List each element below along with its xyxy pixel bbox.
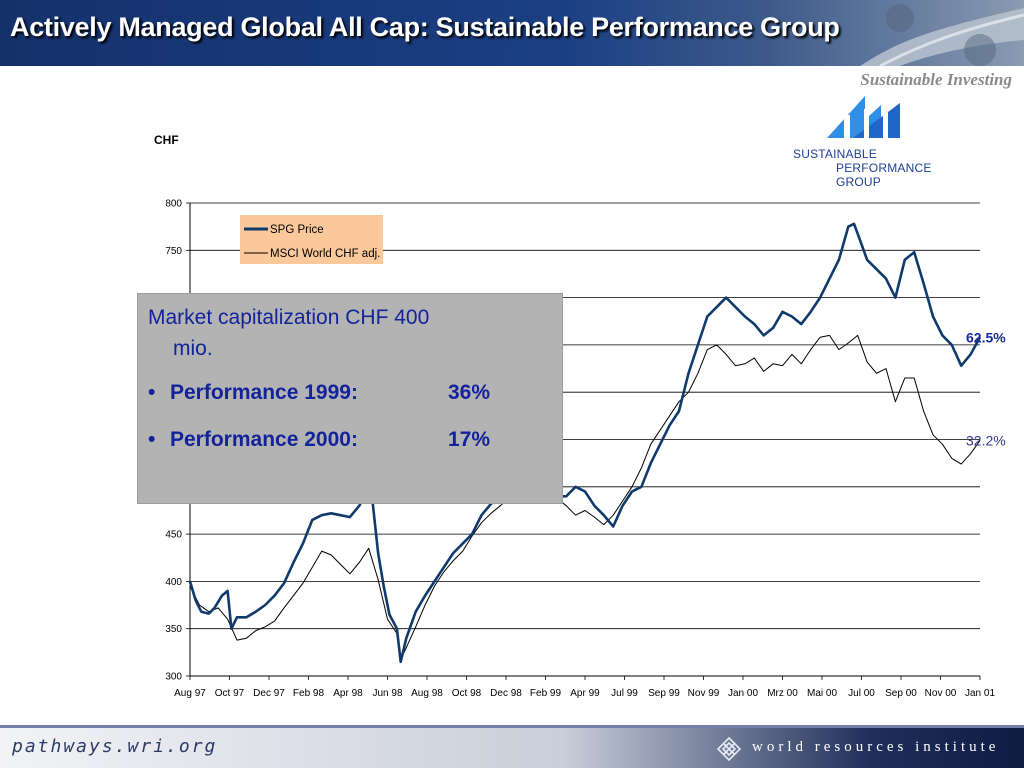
market-cap-line1: Market capitalization CHF 400: [148, 306, 430, 329]
bullet: •: [148, 428, 156, 451]
x-tick-label: Oct 97: [215, 688, 245, 699]
x-tick-label: Dec 98: [490, 688, 522, 699]
x-tick-label: Nov 00: [925, 688, 957, 699]
x-tick-label: Jan 00: [728, 688, 758, 699]
performance-1999-value: 36%: [448, 381, 491, 404]
x-tick-label: Oct 98: [452, 688, 482, 699]
title-bar: Actively Managed Global All Cap: Sustain…: [0, 0, 1024, 66]
logo-text-line2: PERFORMANCE: [836, 161, 932, 175]
x-tick-label: Jul 00: [848, 688, 875, 699]
legend-label-spg: SPG Price: [270, 224, 324, 236]
footer-bar: pathways.wri.org world resources institu…: [0, 728, 1024, 768]
performance-1999: • Performance 1999: 36%: [148, 381, 490, 405]
x-tick-label: Jul 99: [611, 688, 638, 699]
performance-2000-value: 17%: [448, 428, 491, 451]
page-title: Actively Managed Global All Cap: Sustain…: [10, 12, 840, 42]
x-tick-label: Nov 99: [688, 688, 720, 699]
x-tick-label: Apr 98: [333, 688, 363, 699]
x-tick-label: Dec 97: [253, 688, 285, 699]
x-tick-label: Aug 98: [411, 688, 443, 699]
road-photo-icon: [860, 4, 1024, 66]
y-tick-label: 450: [165, 530, 182, 541]
logo-text-line1: SUSTAINABLE: [793, 147, 878, 161]
y-tick-label: 750: [165, 246, 182, 257]
chart-end-labels: 62.5% 32.2%: [966, 329, 1006, 448]
chart-legend: SPG Price MSCI World CHF adj.: [240, 215, 383, 264]
performance-1999-label: Performance 1999:: [170, 381, 358, 404]
performance-2000: • Performance 2000: 17%: [148, 428, 490, 452]
x-tick-label: Mai 00: [807, 688, 837, 699]
spg-triangle-logo-icon: [827, 96, 900, 139]
y-tick-label: 350: [165, 624, 182, 635]
x-tick-label: Sep 99: [648, 688, 680, 699]
spg-logo: SUSTAINABLE PERFORMANCE GROUP: [790, 93, 950, 193]
y-axis-label: CHF: [154, 133, 179, 147]
x-tick-label: Mrz 00: [767, 688, 798, 699]
performance-2000-label: Performance 2000:: [170, 428, 358, 451]
x-tick-label: Jun 98: [372, 688, 402, 699]
chart-axes: 300350400450500550600650700750800CHFAug …: [154, 133, 995, 699]
tagline: Sustainable Investing: [860, 70, 1012, 89]
info-box: Market capitalization CHF 400 mio. • Perf…: [137, 293, 563, 504]
end-label-msci: 32.2%: [966, 432, 1006, 448]
x-tick-label: Jan 01: [965, 688, 995, 699]
price-chart: 300350400450500550600650700750800CHFAug …: [154, 133, 1006, 699]
legend-box: [240, 215, 383, 264]
footer-url[interactable]: pathways.wri.org: [12, 736, 218, 757]
end-label-spg: 62.5%: [966, 329, 1006, 345]
footer-divider: [0, 725, 1024, 728]
legend-label-msci: MSCI World CHF adj.: [270, 248, 380, 260]
wri-knot-icon: [716, 736, 742, 762]
x-tick-label: Aug 97: [174, 688, 206, 699]
footer-organization: world resources institute: [752, 739, 1000, 755]
bullet: •: [148, 381, 156, 404]
x-tick-label: Feb 99: [530, 688, 562, 699]
market-cap-line2: mio.: [173, 337, 213, 360]
x-tick-label: Feb 98: [293, 688, 325, 699]
y-tick-label: 400: [165, 577, 182, 588]
x-tick-label: Apr 99: [570, 688, 600, 699]
market-cap-text: Market capitalization CHF 400 mio.: [148, 302, 528, 364]
y-tick-label: 800: [165, 199, 182, 210]
x-tick-label: Sep 00: [885, 688, 917, 699]
logo-text-line3: GROUP: [836, 175, 882, 189]
series-line-msci: [189, 334, 981, 660]
y-tick-label: 300: [165, 672, 182, 683]
